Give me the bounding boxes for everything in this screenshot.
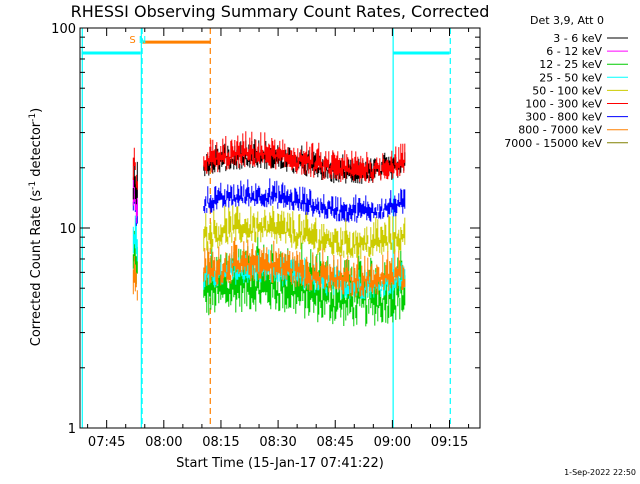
legend-label: 800 - 7000 keV [518,124,602,137]
flag-marker-label: N [139,35,146,46]
legend-label: 12 - 25 keV [539,58,602,71]
series-trace [203,237,406,298]
series-trace [203,131,406,183]
series-trace [132,157,138,205]
x-tick-label: 08:30 [259,435,296,450]
y-axis-label-sup2: -1 [28,113,38,122]
series-trace [132,215,138,262]
x-tick-label: 09:15 [431,435,468,450]
y-axis-label-mid: detector [29,121,44,181]
y-axis-label-main: Corrected Count Rate (s [29,190,44,347]
series-trace [203,205,406,260]
x-tick-label: 09:00 [374,435,411,450]
chart-title: RHESSI Observing Summary Count Rates, Co… [71,2,490,21]
footer-timestamp: 1-Sep-2022 22:50 [564,468,636,477]
legend-label: 300 - 800 keV [525,111,602,124]
legend-label: 7000 - 15000 keV [504,137,602,150]
plot-data [132,131,406,327]
y-axis-label-end: ) [29,108,44,113]
legend-header: Det 3,9, Att 0 [530,14,604,27]
series-trace [203,178,406,223]
legend-label: 25 - 50 keV [539,71,602,84]
series-trace [132,256,138,301]
legend-label: 50 - 100 keV [532,84,602,97]
x-axis-label: Start Time (15-Jan-17 07:41:22) [176,456,384,471]
x-axis: 07:45 08:00 08:15 08:30 08:45 09:00 09:15 [87,28,470,450]
legend-label: 6 - 12 keV [546,45,602,58]
y-axis-label: Corrected Count Rate (s-1 detector-1) [28,108,44,346]
flag-marker-label: S [129,35,135,46]
series-trace [132,230,138,285]
y-tick-label: 1 [68,422,76,437]
x-tick-label: 07:45 [88,435,125,450]
x-tick-label: 08:00 [145,435,182,450]
y-tick-label: 100 [51,22,76,37]
y-axis: 1 10 100 [51,22,480,437]
x-tick-label: 08:45 [317,435,354,450]
x-tick-label: 08:15 [202,435,239,450]
series-trace [132,147,138,190]
y-tick-label: 10 [59,222,76,237]
legend-label: 3 - 6 keV [553,32,602,45]
y-axis-label-sup1: -1 [28,181,38,190]
legend-label: 100 - 300 keV [525,98,602,111]
